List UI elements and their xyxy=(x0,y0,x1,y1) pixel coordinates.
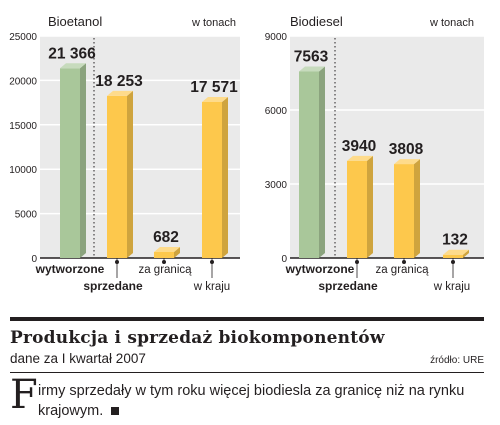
bar xyxy=(60,68,80,258)
category-label: sprzedane xyxy=(83,279,143,293)
category-dot xyxy=(115,260,119,264)
bar-top xyxy=(347,155,373,161)
category-label: wytworzone xyxy=(35,262,105,276)
bar xyxy=(394,164,414,258)
bar-top xyxy=(107,90,133,96)
dropcap: F xyxy=(10,372,38,418)
value-label: 3940 xyxy=(342,138,376,155)
category-dot xyxy=(210,260,214,264)
bar-top xyxy=(299,66,325,72)
lead-text: irmy sprzedały w tym roku więcej biodies… xyxy=(38,381,478,421)
bar-top xyxy=(154,246,180,252)
value-label: 17 571 xyxy=(190,79,238,96)
category-dot xyxy=(355,260,359,264)
category-dot xyxy=(162,260,166,264)
category-label: za granicą xyxy=(375,264,429,276)
article-title: Produkcja i sprzedaż biokomponentów xyxy=(10,328,385,348)
y-tick-label: 3000 xyxy=(265,180,288,191)
bar-top xyxy=(394,159,420,165)
bar-top xyxy=(443,249,469,255)
bar xyxy=(107,95,127,258)
end-mark-icon xyxy=(111,407,120,415)
bar xyxy=(347,160,367,258)
bar-side xyxy=(174,246,180,258)
lead-body: irmy sprzedały w tym roku więcej biodies… xyxy=(38,383,465,419)
value-label: 682 xyxy=(153,229,179,246)
bar-side xyxy=(414,159,420,258)
charts-area: 0 5000 10000 15000 20000 25000 Bioetanol w tona… xyxy=(9,14,484,293)
category-label: w kraju xyxy=(433,281,470,293)
bar xyxy=(443,254,463,258)
value-label: 21 366 xyxy=(48,45,96,62)
bar-side xyxy=(463,249,469,258)
category-label: za granicą xyxy=(138,264,192,276)
header-rule xyxy=(10,317,484,321)
bar-side xyxy=(319,66,325,258)
value-label: 3808 xyxy=(389,141,424,158)
bar-side xyxy=(222,96,228,259)
bar-side xyxy=(127,90,133,258)
chart-title: Biodiesel xyxy=(290,14,343,29)
divider-rule xyxy=(10,372,484,373)
y-tick-label: 0 xyxy=(31,254,37,265)
bar-side xyxy=(367,155,373,258)
category-label: wytworzone xyxy=(285,262,355,276)
source-note: źródło: URE xyxy=(430,355,484,366)
category-label: sprzedane xyxy=(318,279,378,293)
bar-top xyxy=(202,96,228,102)
category-dot xyxy=(402,260,406,264)
y-tick-label: 9000 xyxy=(265,32,288,43)
bar-top xyxy=(60,63,86,69)
chart-title: Bioetanol xyxy=(48,14,102,29)
y-tick-label: 25000 xyxy=(9,32,37,43)
y-tick-label: 10000 xyxy=(9,165,37,176)
bar xyxy=(202,101,222,259)
bar xyxy=(154,251,174,258)
article-subtitle: dane za I kwartał 2007 xyxy=(10,351,146,366)
y-tick-label: 5000 xyxy=(15,210,38,221)
y-tick-label: 20000 xyxy=(9,76,37,87)
unit-label: w tonach xyxy=(191,17,236,29)
y-tick-label: 15000 xyxy=(9,121,37,132)
y-tick-label: 0 xyxy=(281,254,287,265)
y-tick-label: 6000 xyxy=(265,106,288,117)
bar xyxy=(299,71,319,258)
value-label: 18 253 xyxy=(95,73,143,90)
category-dot xyxy=(451,260,455,264)
value-label: 132 xyxy=(442,232,468,249)
value-label: 7563 xyxy=(294,48,329,65)
category-label: w kraju xyxy=(193,281,230,293)
unit-label: w tonach xyxy=(429,17,474,29)
bar-side xyxy=(80,63,86,258)
